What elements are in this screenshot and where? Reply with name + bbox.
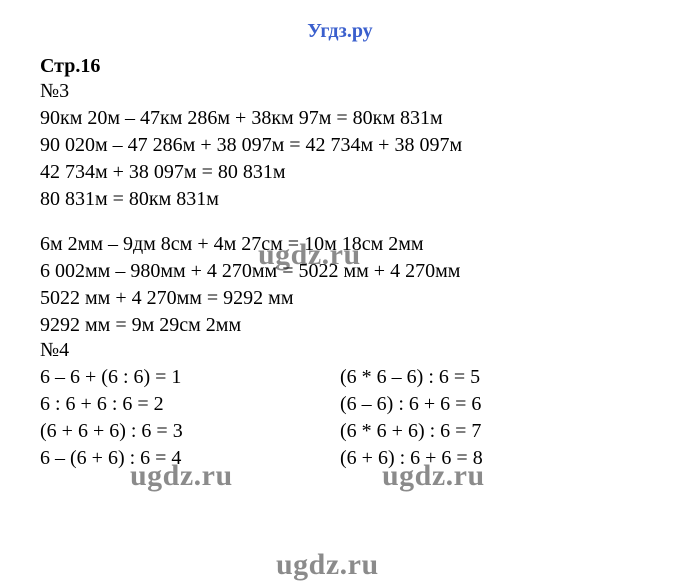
ex4-left-col: 6 – 6 + (6 : 6) = 1 6 : 6 + 6 : 6 = 2 (6… <box>40 364 340 472</box>
ex3-line: 80 831м = 80км 831м <box>40 186 640 213</box>
exercise-4-num: №4 <box>40 339 640 362</box>
ex4-right-col: (6 * 6 – 6) : 6 = 5 (6 – 6) : 6 + 6 = 6 … <box>340 364 640 472</box>
ex4-line: (6 * 6 – 6) : 6 = 5 <box>340 364 640 391</box>
ex4-line: 6 : 6 + 6 : 6 = 2 <box>40 391 340 418</box>
ex4-line: (6 * 6 + 6) : 6 = 7 <box>340 418 640 445</box>
ex4-columns: 6 – 6 + (6 : 6) = 1 6 : 6 + 6 : 6 = 2 (6… <box>40 364 640 472</box>
ex3-line: 90 020м – 47 286м + 38 097м = 42 734м + … <box>40 132 640 159</box>
ex4-line: (6 + 6 + 6) : 6 = 3 <box>40 418 340 445</box>
ex3-line: 90км 20м – 47км 286м + 38км 97м = 80км 8… <box>40 105 640 132</box>
ex4-line: (6 – 6) : 6 + 6 = 6 <box>340 391 640 418</box>
ex4-line: 6 – (6 + 6) : 6 = 4 <box>40 445 340 472</box>
page-label: Стр.16 <box>40 55 640 78</box>
site-header: Угдз.ру <box>40 20 640 43</box>
ex3-line: 5022 мм + 4 270мм = 9292 мм <box>40 285 640 312</box>
ex3-line: 9292 мм = 9м 29см 2мм <box>40 312 640 339</box>
exercise-3-num: №3 <box>40 80 640 103</box>
ex3-line: 42 734м + 38 097м = 80 831м <box>40 159 640 186</box>
ex3-line: 6 002мм – 980мм + 4 270мм = 5022 мм + 4 … <box>40 258 640 285</box>
ex4-line: (6 + 6) : 6 + 6 = 8 <box>340 445 640 472</box>
ex4-line: 6 – 6 + (6 : 6) = 1 <box>40 364 340 391</box>
ex3-line: 6м 2мм – 9дм 8см + 4м 27см = 10м 18см 2м… <box>40 231 640 258</box>
watermark: ugdz.ru <box>276 548 379 582</box>
